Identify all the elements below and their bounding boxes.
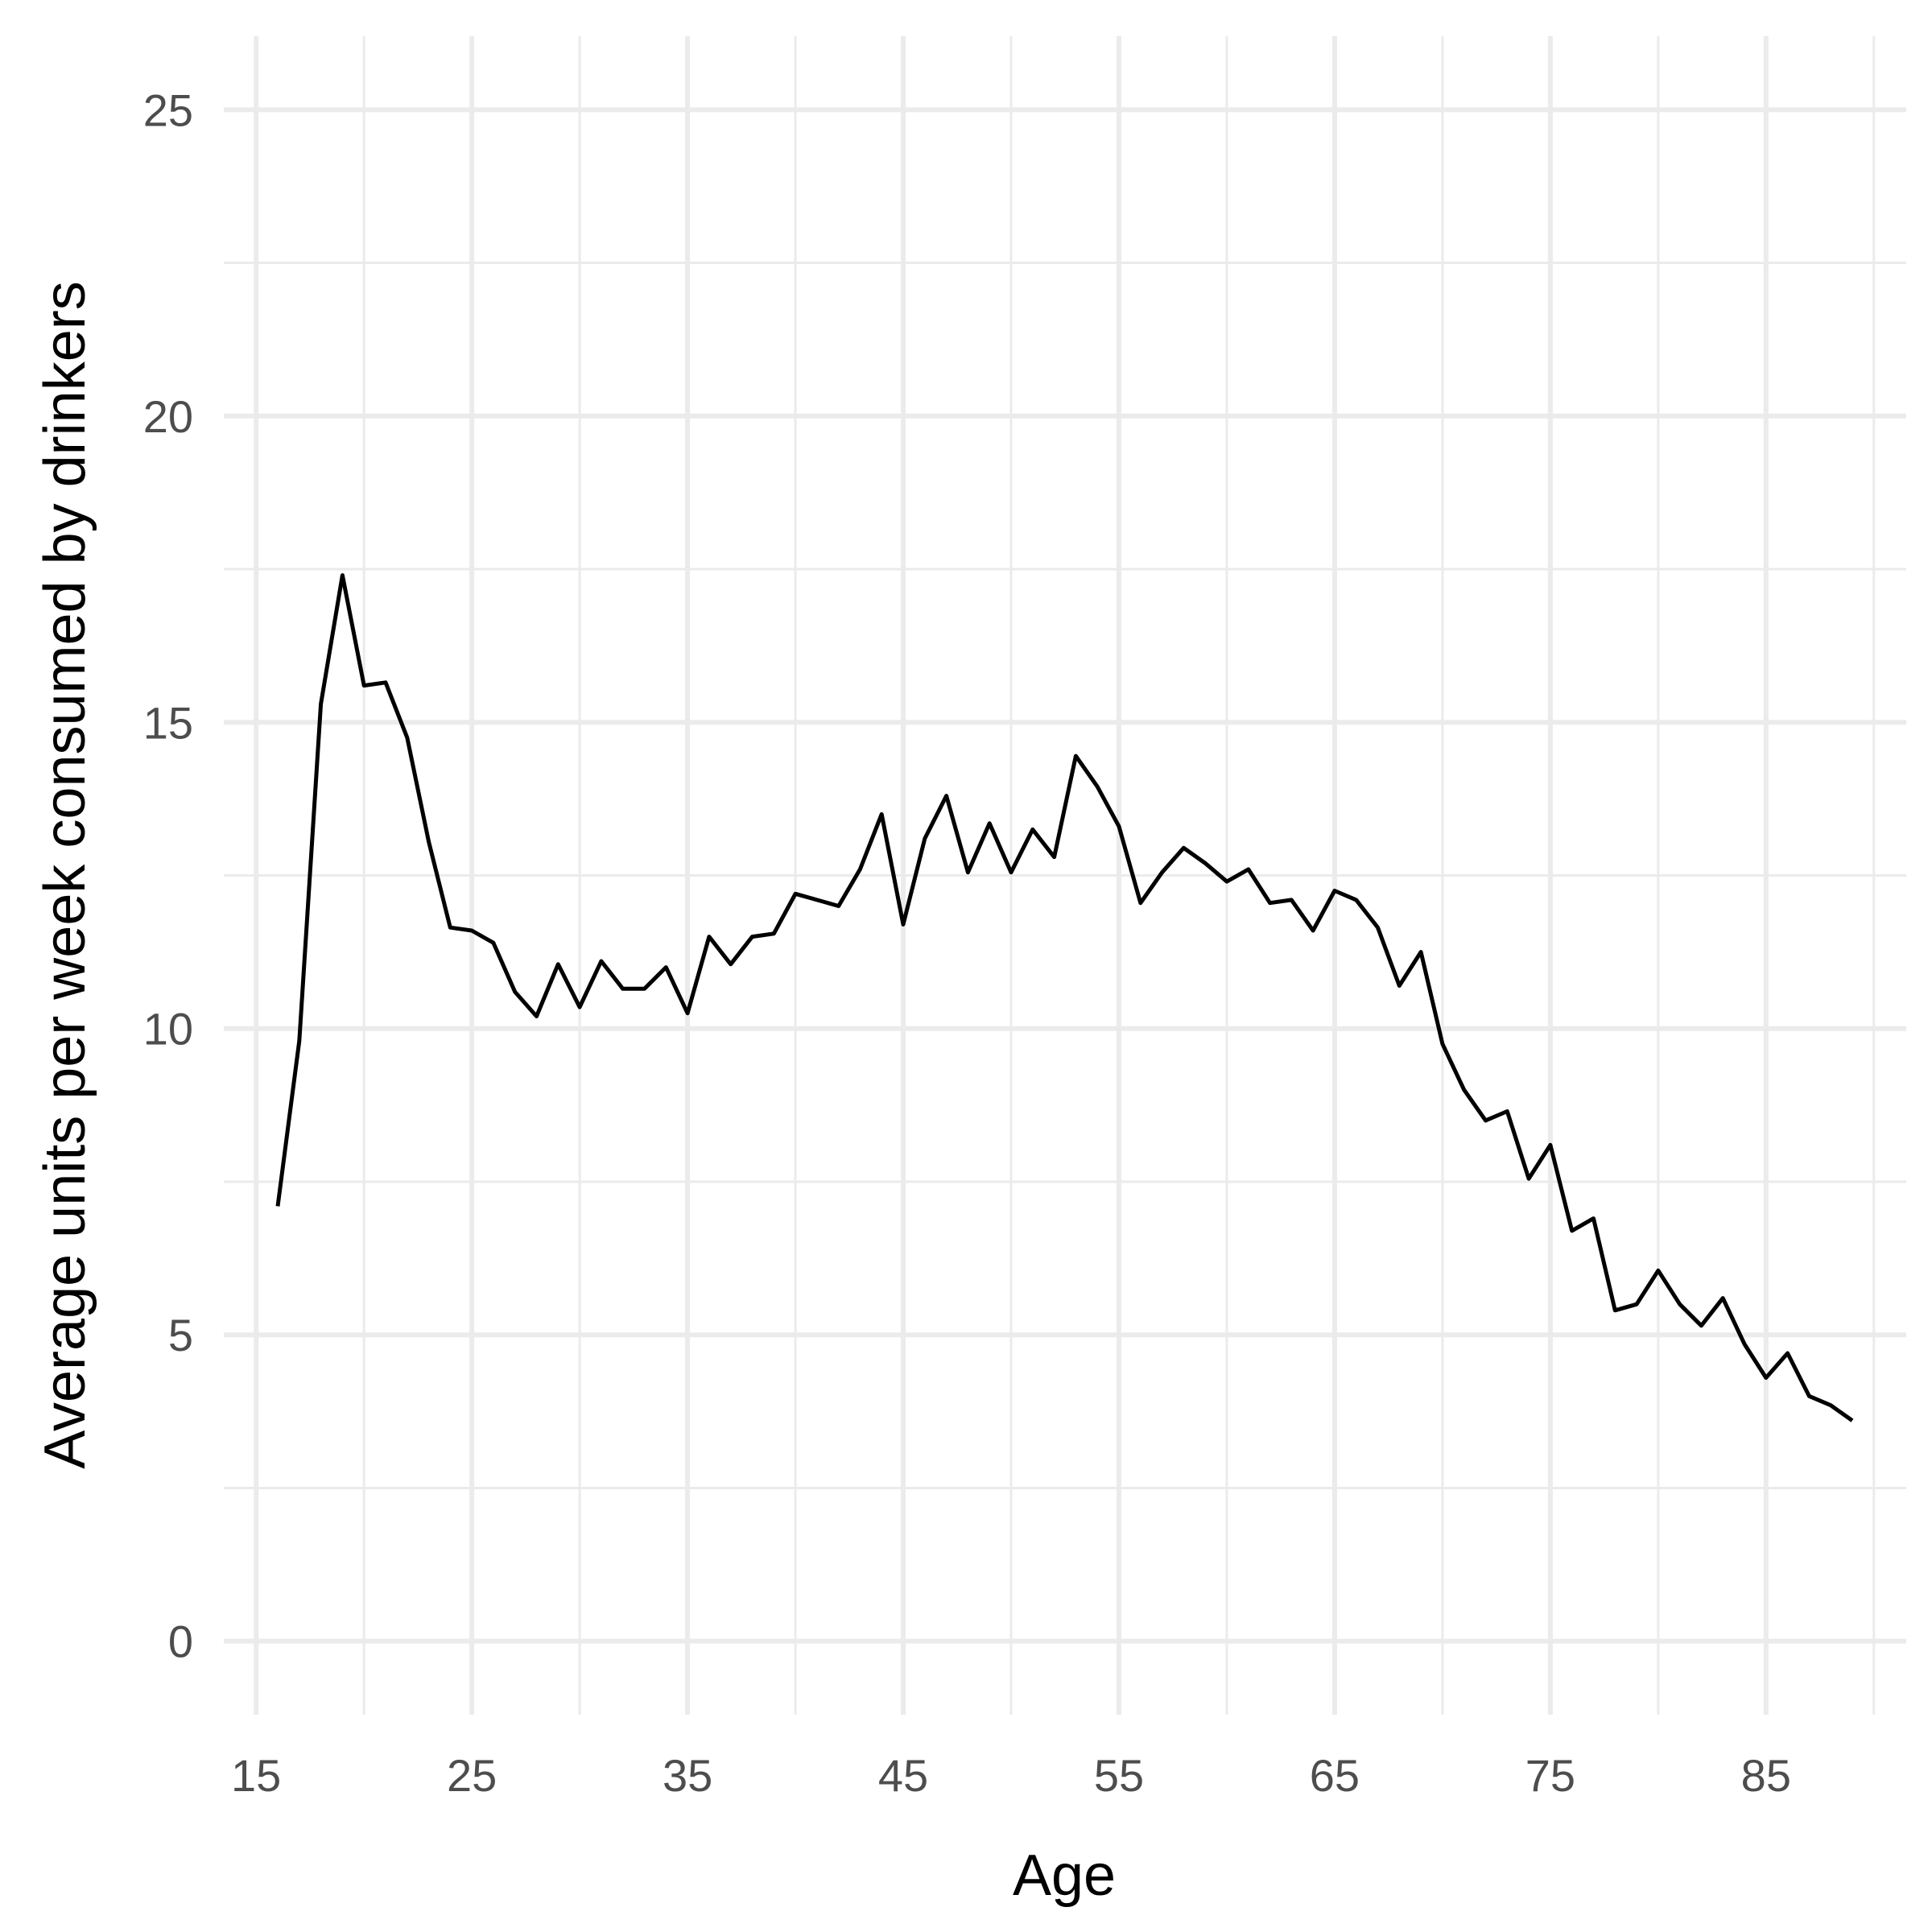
- y-tick-label: 10: [143, 1004, 193, 1055]
- x-axis-ticks: 15 25 35 45 55 65 75 85: [231, 1750, 1791, 1801]
- y-tick-label: 25: [143, 85, 193, 135]
- y-axis-ticks: 0 5 10 15 20 25: [143, 85, 193, 1666]
- x-tick-label: 85: [1741, 1750, 1791, 1801]
- x-tick-label: 65: [1310, 1750, 1360, 1801]
- y-tick-label: 5: [168, 1310, 193, 1360]
- x-tick-label: 45: [878, 1750, 928, 1801]
- x-tick-label: 55: [1094, 1750, 1144, 1801]
- minor-gridlines: [224, 36, 1906, 1715]
- x-axis-title: Age: [1013, 1843, 1116, 1908]
- x-tick-label: 75: [1525, 1750, 1575, 1801]
- x-tick-label: 25: [447, 1750, 497, 1801]
- series-layer: [275, 573, 1854, 1422]
- y-tick-label: 20: [143, 391, 193, 442]
- x-tick-label: 15: [231, 1750, 281, 1801]
- major-gridlines: [224, 36, 1906, 1715]
- y-axis-title: Average units per week consumed by drink…: [33, 281, 97, 1468]
- y-tick-label: 0: [168, 1616, 193, 1667]
- y-tick-label: 15: [143, 697, 193, 748]
- x-tick-label: 35: [663, 1750, 712, 1801]
- series-line: [275, 573, 1854, 1422]
